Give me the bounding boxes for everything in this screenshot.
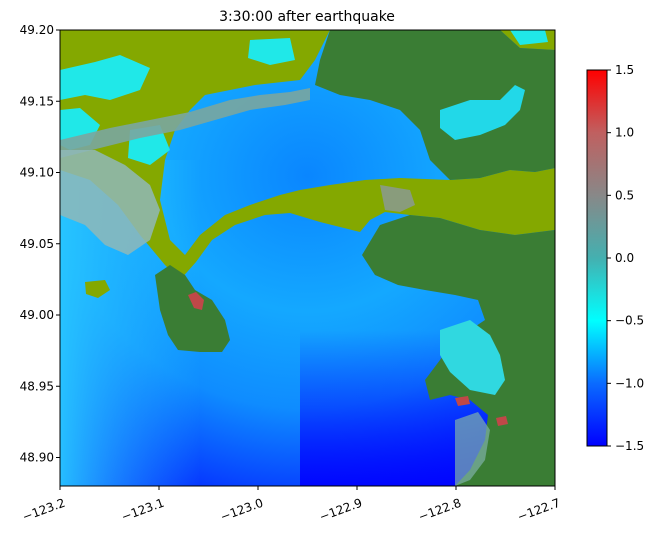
- x-tick-label: −122.8: [416, 496, 463, 524]
- gray-intertidal-east: [380, 185, 415, 212]
- colorbar-bar: [586, 69, 608, 447]
- colorbar-tick-label: −1.0: [615, 376, 644, 390]
- y-tick-label: 49.10: [20, 166, 54, 180]
- high-land-east: [315, 30, 555, 180]
- x-tick-label: −123.2: [20, 496, 67, 524]
- map-plot-area: [60, 30, 555, 486]
- colorbar-tick-label: 1.5: [615, 63, 634, 77]
- chart-title: 3:30:00 after earthquake: [219, 9, 395, 25]
- y-axis: 49.20 49.15 49.10 49.05 49.00 48.95 48.90: [20, 23, 60, 465]
- plot-frame: [59, 29, 556, 487]
- red-patch-southeast-1: [455, 396, 470, 406]
- y-tick-label: 48.90: [20, 451, 54, 465]
- colorbar: −1.5 −1.0 −0.5 0.0 0.5 1.0 1.5: [586, 63, 644, 453]
- x-tick-label: −123.1: [119, 496, 166, 524]
- y-tick-label: 49.20: [20, 23, 54, 37]
- low-land-north: [60, 30, 555, 280]
- colorbar-tick-label: −1.5: [615, 439, 644, 453]
- colorbar-tick-label: −0.5: [615, 314, 644, 328]
- colorbar-tick-label: 0.0: [615, 251, 634, 265]
- point-roberts-peninsula: [155, 265, 230, 352]
- colorbar-tick-label: 1.0: [615, 126, 634, 140]
- gray-river-channel: [60, 88, 310, 158]
- red-patch-southeast-2: [496, 416, 508, 426]
- colorbar-tick-label: 0.5: [615, 188, 634, 202]
- x-tick-label: −122.9: [317, 496, 364, 524]
- cyan-lake-northeast: [440, 85, 525, 140]
- south-mudflat: [455, 412, 490, 486]
- x-tick-label: −122.7: [515, 496, 562, 524]
- colorbar-ticks: −1.5 −1.0 −0.5 0.0 0.5 1.0 1.5: [607, 63, 644, 453]
- y-tick-label: 49.15: [20, 94, 54, 108]
- y-tick-label: 49.05: [20, 237, 54, 251]
- gray-intertidal-west: [60, 150, 160, 255]
- y-tick-label: 48.95: [20, 379, 54, 393]
- southwest-low-land: [85, 280, 110, 298]
- x-axis: −123.2 −123.1 −123.0 −122.9 −122.8 −122.7: [20, 486, 562, 524]
- red-flooding-patch: [188, 292, 204, 310]
- x-tick-label: −123.0: [218, 496, 265, 524]
- y-tick-label: 49.00: [20, 308, 54, 322]
- cyan-bay-southeast: [440, 320, 505, 395]
